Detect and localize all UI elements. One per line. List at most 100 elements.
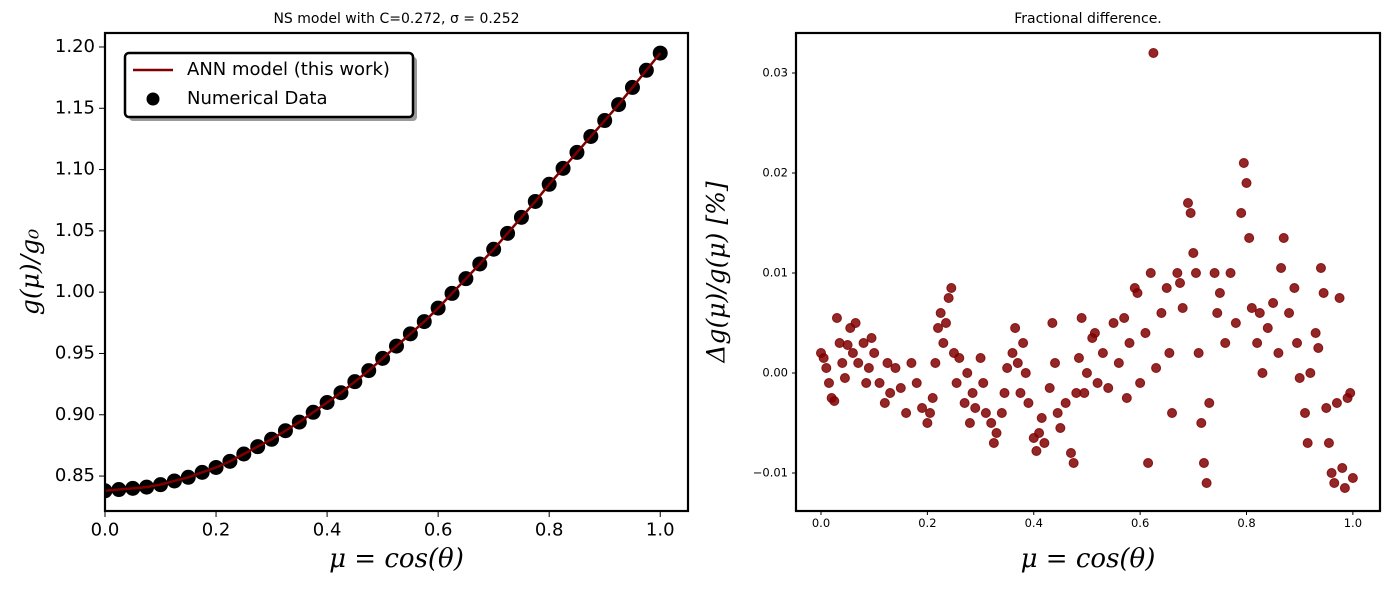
data-point <box>1023 398 1034 408</box>
data-point <box>853 358 864 368</box>
data-point <box>1081 368 1092 378</box>
plot-area <box>105 45 668 499</box>
data-point <box>1310 328 1321 338</box>
data-point <box>1135 378 1146 388</box>
data-point <box>1047 318 1058 328</box>
data-point <box>1238 158 1249 168</box>
data-point <box>1055 423 1066 433</box>
data-point <box>1294 373 1305 383</box>
data-point <box>1300 408 1311 418</box>
data-point <box>1018 338 1029 348</box>
y-tick-label: 1.05 <box>55 220 95 241</box>
data-point <box>1156 308 1167 318</box>
data-point <box>1230 318 1241 328</box>
x-tick-label: 1.0 <box>646 520 675 541</box>
data-point <box>1167 408 1178 418</box>
legend-marker <box>146 92 160 106</box>
data-point <box>986 418 997 428</box>
data-point <box>1182 198 1193 208</box>
data-point <box>1044 383 1055 393</box>
data-point <box>1347 473 1358 483</box>
axes-frame <box>794 31 1382 513</box>
data-point <box>1108 318 1119 328</box>
axes-frame <box>103 31 690 513</box>
y-tick-label: 0.00 <box>762 366 788 380</box>
data-point <box>1257 368 1268 378</box>
data-point <box>917 403 928 413</box>
data-point <box>1276 263 1287 273</box>
data-point <box>1121 393 1132 403</box>
data-point <box>1079 388 1090 398</box>
data-point <box>1193 348 1204 358</box>
legend <box>123 51 415 119</box>
data-point <box>1302 438 1313 448</box>
data-point <box>1321 403 1332 413</box>
x-tick-label: 0.2 <box>918 516 936 530</box>
x-axis-label: μ = cos(θ) <box>329 544 464 574</box>
data-point <box>821 363 832 373</box>
x-tick-label: 0.6 <box>424 520 453 541</box>
data-line <box>105 52 662 493</box>
x-tick-label: 0.0 <box>812 516 830 530</box>
x-tick-label: 1.0 <box>1344 516 1362 530</box>
data-point <box>1305 368 1316 378</box>
data-point <box>874 378 885 388</box>
data-point <box>1060 398 1071 408</box>
data-point <box>1262 323 1273 333</box>
data-point <box>1209 268 1220 278</box>
data-point <box>879 398 890 408</box>
y-tick-label: 1.15 <box>55 97 95 118</box>
data-point <box>1065 448 1076 458</box>
data-point <box>885 388 896 398</box>
data-point <box>823 378 834 388</box>
data-point <box>837 358 848 368</box>
y-axis-label: Δg(μ)/g(μ) [%] <box>702 181 731 363</box>
x-tick-label: 0.6 <box>1131 516 1149 530</box>
data-point <box>1236 208 1247 218</box>
data-point <box>1132 288 1143 298</box>
x-tick-label: 0.4 <box>1025 516 1043 530</box>
data-point <box>951 378 962 388</box>
data-point <box>999 388 1010 398</box>
data-point <box>1345 388 1356 398</box>
data-point <box>1052 408 1063 418</box>
data-point <box>1334 293 1345 303</box>
data-point <box>1289 283 1300 293</box>
data-point <box>978 378 989 388</box>
data-point <box>1185 208 1196 218</box>
data-point <box>1012 358 1023 368</box>
data-point <box>890 363 901 373</box>
data-point <box>1214 288 1225 298</box>
data-point <box>1318 288 1329 298</box>
data-point <box>970 403 981 413</box>
data-point <box>1015 388 1026 398</box>
data-point <box>1145 268 1156 278</box>
y-axis-label: g(μ)/g₀ <box>16 229 45 315</box>
y-tick-label: 1.10 <box>55 159 95 180</box>
data-point <box>858 338 869 348</box>
data-point <box>1140 328 1151 338</box>
data-point <box>829 396 840 406</box>
data-point <box>927 393 938 403</box>
data-point <box>1161 283 1172 293</box>
data-point <box>1119 313 1130 323</box>
data-point <box>1268 298 1279 308</box>
chart: 0.0 0.2 0.4 0.6 0.8 1.0 0.85 0.90 0.95 1.00 1.05 1.… <box>16 11 690 574</box>
y-tick-label: 0.03 <box>762 66 788 80</box>
data-point <box>866 333 877 343</box>
data-point <box>967 388 978 398</box>
x-tick-label: 0.0 <box>91 520 120 541</box>
x-axis-label: μ = cos(θ) <box>1021 544 1156 574</box>
data-point <box>869 348 880 358</box>
x-tick-label: 0.4 <box>313 520 342 541</box>
data-point <box>901 408 912 418</box>
data-point <box>1007 348 1018 358</box>
data-point <box>1175 278 1186 288</box>
chart-title: Fractional difference. <box>1014 11 1162 27</box>
y-tick-label: 1.20 <box>55 36 95 57</box>
data-point <box>1068 458 1079 468</box>
data-point <box>1273 348 1284 358</box>
y-tick-label: 0.90 <box>55 404 95 425</box>
x-tick-label: 0.8 <box>1237 516 1255 530</box>
data-point <box>1036 413 1047 423</box>
